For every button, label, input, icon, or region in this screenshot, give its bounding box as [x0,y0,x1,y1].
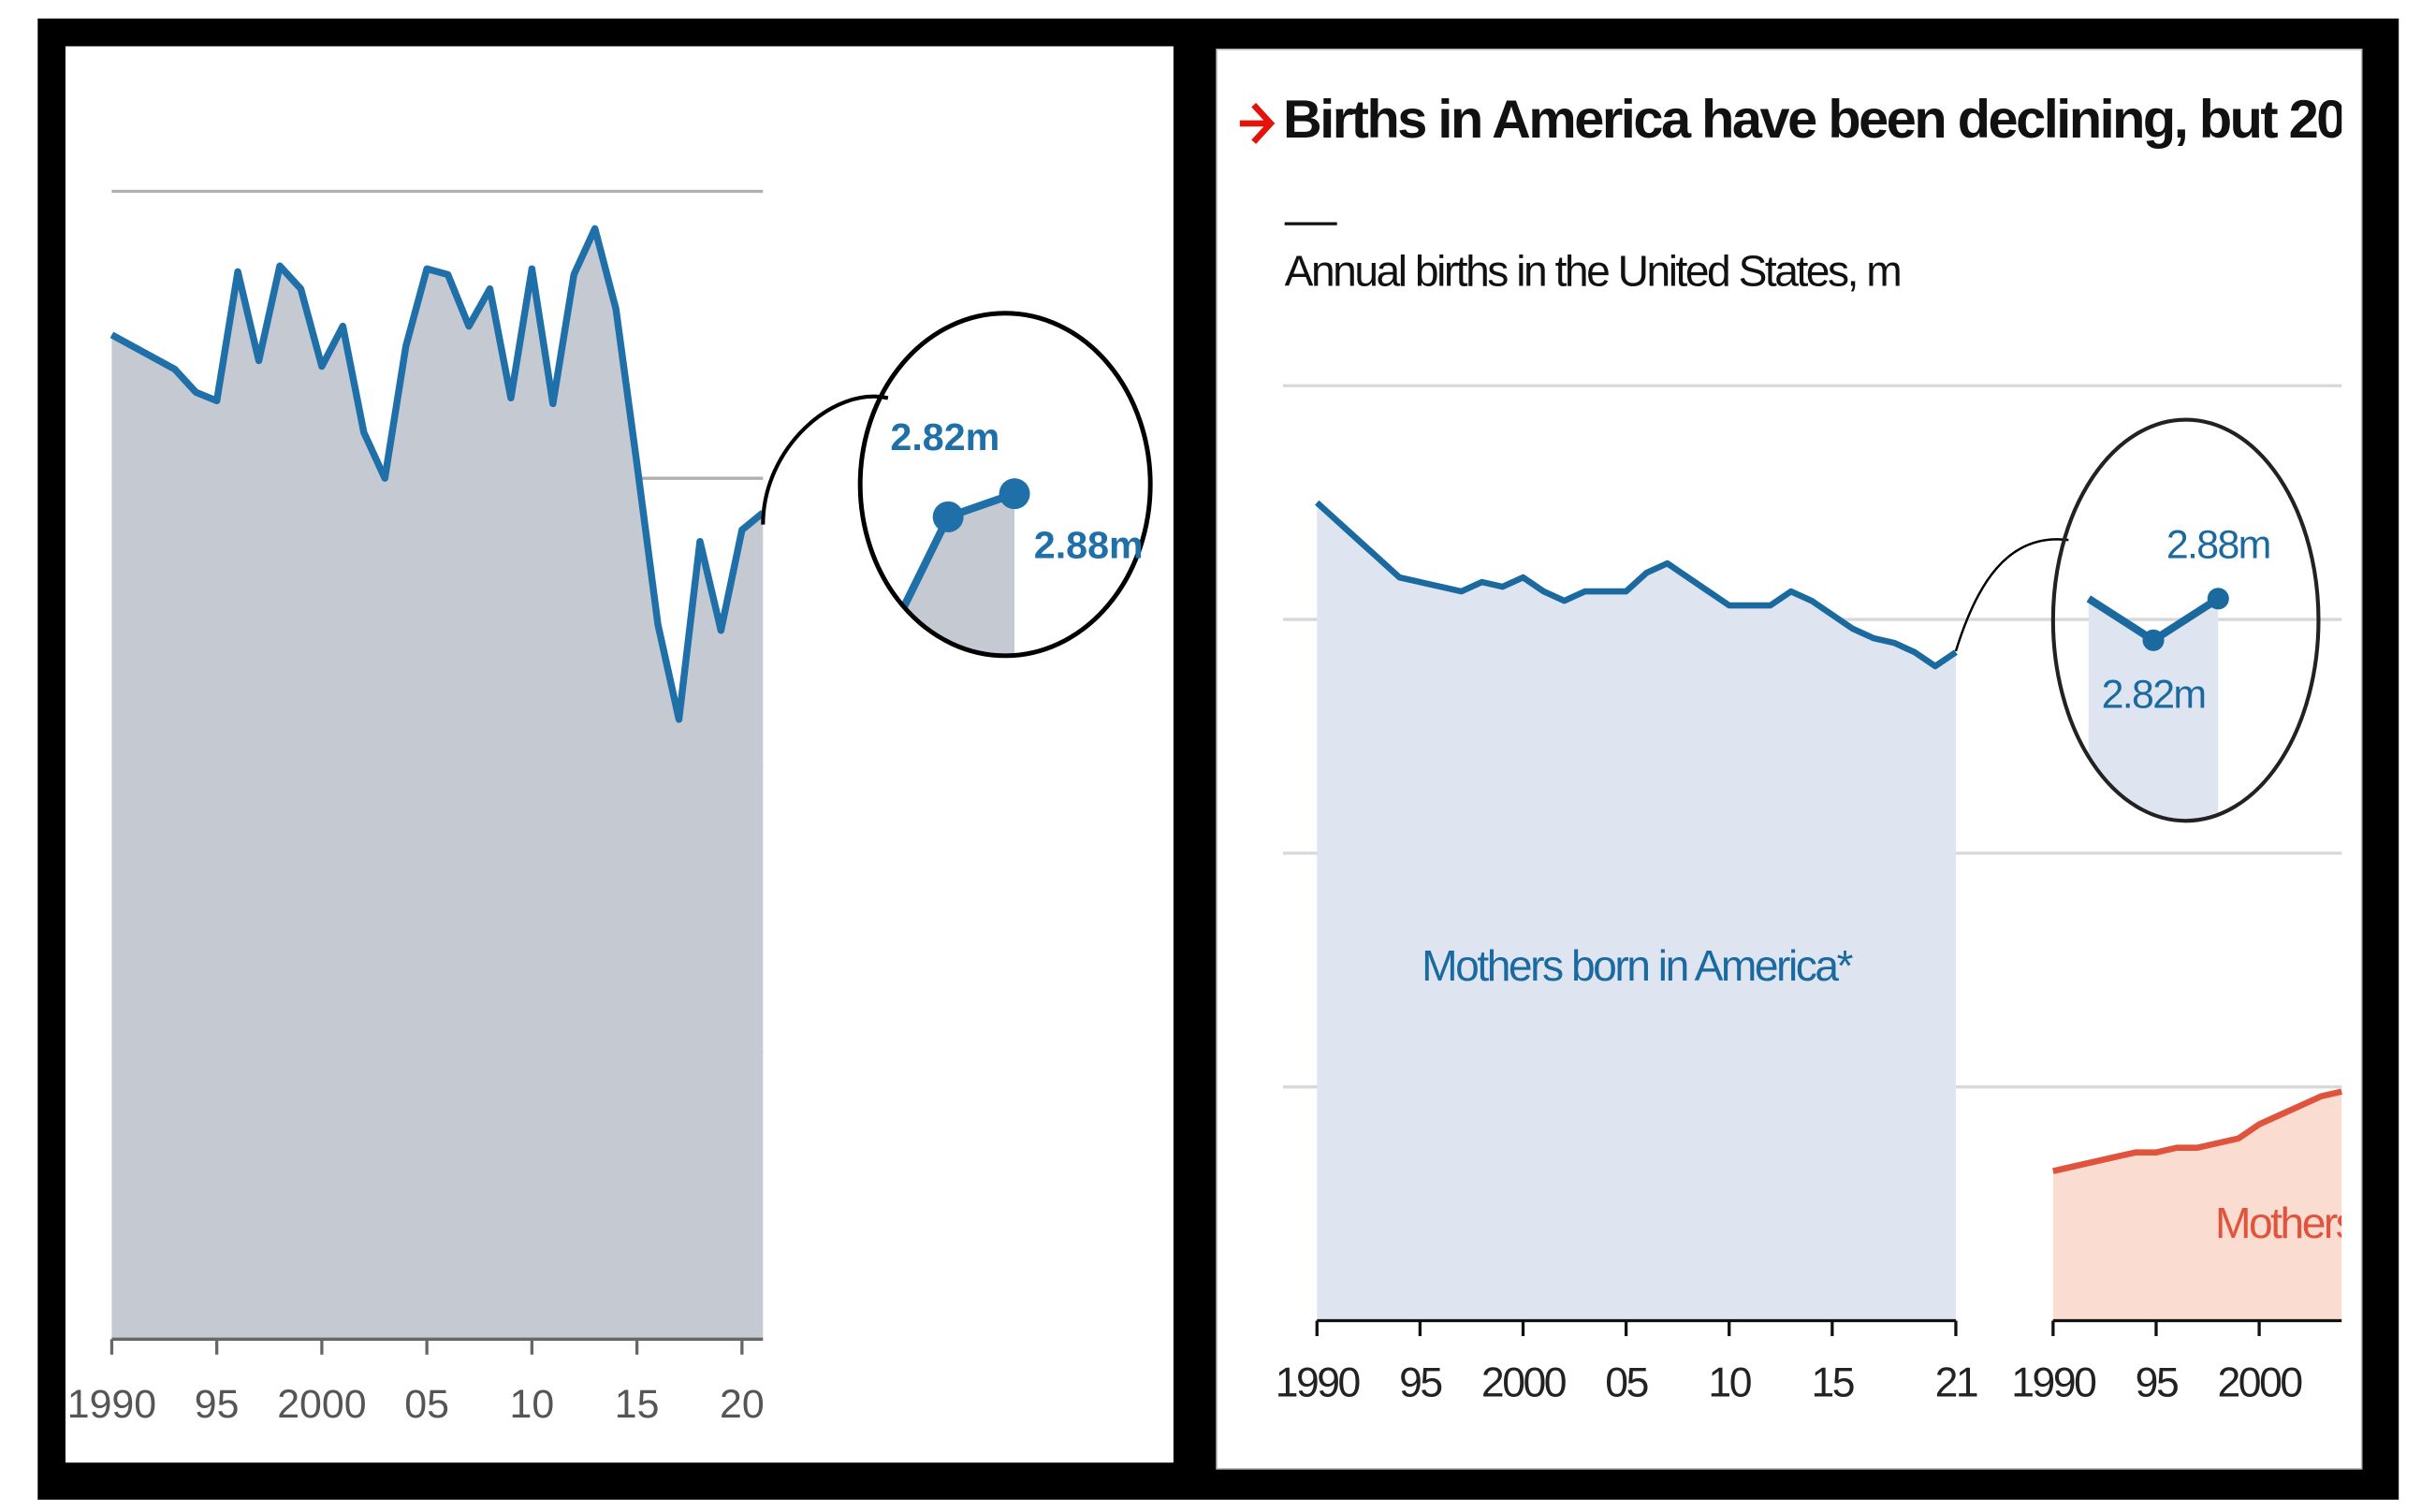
x-tick-label: 21 [1935,1360,1977,1406]
x-tick-label: 05 [404,1382,449,1427]
x-tick-label: 10 [1708,1360,1751,1406]
x-tick-label: 1990 [2011,1360,2096,1406]
x-tick-label: 95 [195,1382,240,1427]
area [1317,502,1956,1321]
x-tick-label: 20 [720,1382,765,1427]
x-tick-label: 05 [1605,1360,1647,1406]
chart-title: Births in America have been declining, b… [1283,90,2421,150]
line [109,225,766,723]
series-label-group: Mothers [2215,1199,2356,1247]
x-tick-label: 95 [1399,1360,1441,1406]
chart-subtitle: Annual births in the United States, m [1285,247,1901,296]
magnifier-ring [2050,417,2321,823]
x-tick-label: 95 [2136,1360,2178,1406]
line [2052,1088,2342,1174]
x-tick-label: 2000 [2218,1360,2303,1406]
point [2207,588,2229,610]
point [2142,629,2165,651]
annotation: 2.88m [2166,523,2270,568]
x-tick-label: 1990 [67,1382,156,1427]
x-tick-label: 1990 [1276,1360,1361,1406]
magnifier-ring [857,311,1153,659]
area [2052,1091,2342,1321]
x-tick-label: 15 [615,1382,660,1427]
connector [761,394,889,525]
annotation: 2.88m [1034,523,1144,566]
annotation: 2.82m [2102,673,2206,718]
plot-layer: 1990 95 2000 05 10 15 20 1990 95 2000 05 10 15 21 1990… [67,189,2342,1427]
annotation: 2.82m [890,415,999,458]
arrow-icon [1239,102,1276,144]
x-tick-label: 2000 [1481,1360,1567,1406]
x-tick-label: 10 [510,1382,555,1427]
area [111,228,764,1340]
magnifier [2086,588,2229,821]
header: Births in America have been declining, b… [1239,90,2421,296]
connector [1954,538,2069,652]
x-tick-label: 2000 [277,1382,366,1427]
point [999,478,1030,510]
series-label: Mothers [2215,1199,2356,1247]
series-label: Mothers born in America* [1422,941,1853,990]
magnified-area [2088,598,2219,821]
point [932,501,964,532]
x-tick-label: 15 [1812,1360,1854,1406]
line [1315,500,1958,670]
